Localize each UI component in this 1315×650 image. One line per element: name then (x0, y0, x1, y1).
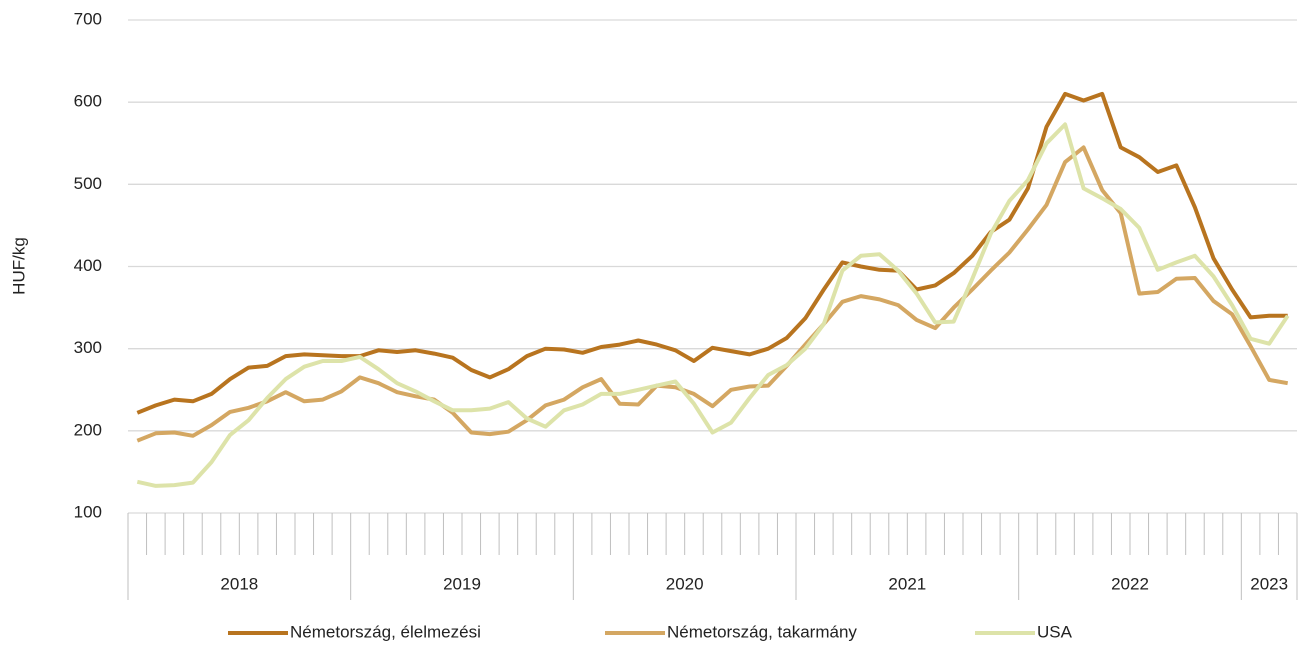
x-tick-label: 2018 (220, 574, 258, 593)
y-axis-label: HUF/kg (9, 237, 28, 295)
y-tick-label: 500 (74, 174, 102, 193)
series-line (136, 145, 1289, 443)
legend-label: Németország, élelmezési (290, 622, 481, 641)
x-tick-label: 2021 (888, 574, 926, 593)
y-tick-label: 200 (74, 420, 102, 439)
y-tick-label: 700 (74, 9, 102, 28)
x-tick-label: 2020 (666, 574, 704, 593)
series-line (136, 91, 1288, 415)
x-tick-label: 2019 (443, 574, 481, 593)
y-tick-label: 300 (74, 338, 102, 357)
legend-label: Németország, takarmány (667, 622, 857, 641)
x-tick-label: 2022 (1111, 574, 1149, 593)
y-tick-label: 100 (74, 502, 102, 521)
series-line (136, 122, 1290, 488)
legend-label: USA (1037, 622, 1073, 641)
x-tick-label: 2023 (1250, 574, 1288, 593)
y-tick-label: 600 (74, 92, 102, 111)
y-tick-label: 400 (74, 256, 102, 275)
